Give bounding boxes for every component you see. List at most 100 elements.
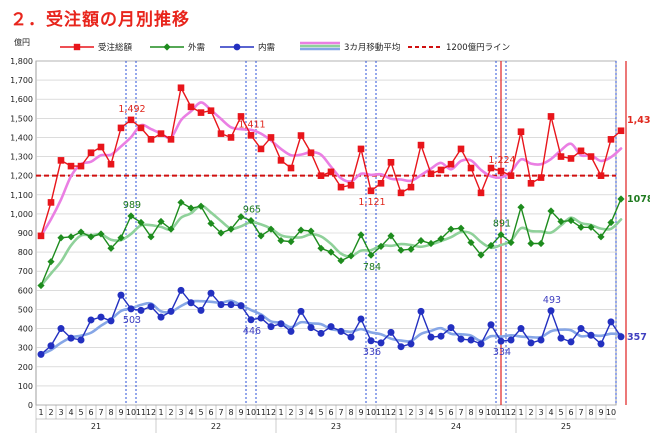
data-point-circle — [67, 334, 75, 342]
data-point-circle — [177, 286, 185, 294]
x-tick-label: 10 — [486, 408, 496, 417]
data-point-square — [537, 174, 545, 181]
data-point-square — [177, 84, 185, 92]
data-point-square — [87, 149, 95, 157]
data-point-circle — [97, 313, 105, 321]
data-point-diamond — [377, 242, 385, 250]
data-point-square — [347, 181, 355, 189]
data-point-circle — [297, 307, 305, 315]
data-point-circle — [407, 340, 415, 348]
x-tick-label: 12 — [386, 408, 396, 417]
x-tick-label: 2 — [408, 408, 413, 417]
data-point-square — [247, 132, 255, 139]
data-point-circle — [387, 328, 395, 336]
data-point-circle — [47, 342, 55, 350]
y-tick-label: 900 — [18, 229, 33, 238]
data-point-diamond — [117, 234, 125, 242]
chart-title: ２．受注額の月別推移 — [10, 10, 190, 30]
data-point-square — [327, 168, 335, 176]
data-label: 1078 — [627, 194, 650, 205]
x-tick-label: 9 — [118, 408, 123, 417]
data-label: 446 — [243, 326, 261, 337]
data-point-circle — [237, 302, 245, 310]
x-tick-label: 6 — [568, 408, 573, 417]
data-point-diamond — [327, 248, 335, 256]
data-point-diamond — [527, 239, 535, 248]
data-point-diamond — [497, 231, 505, 239]
data-point-diamond — [247, 216, 255, 225]
x-tick-label: 1 — [398, 408, 403, 417]
x-tick-label: 9 — [478, 408, 483, 417]
data-point-circle — [357, 315, 365, 323]
y-tick-label: 100 — [18, 382, 33, 391]
data-point-square — [277, 157, 285, 164]
data-point-circle — [347, 333, 355, 341]
legend-label: 内需 — [258, 42, 275, 53]
data-point-diamond — [357, 231, 365, 239]
data-point-square — [407, 183, 415, 191]
data-point-diamond — [597, 233, 605, 241]
x-year-label: 25 — [561, 422, 571, 431]
data-point-square — [97, 143, 105, 151]
x-tick-label: 5 — [198, 408, 203, 417]
y-tick-label: 1,100 — [10, 191, 33, 200]
data-point-circle — [427, 333, 435, 341]
x-tick-label: 10 — [126, 408, 136, 417]
data-point-diamond — [537, 239, 545, 248]
data-point-diamond — [347, 252, 355, 260]
data-point-diamond — [557, 217, 565, 226]
x-tick-label: 5 — [78, 408, 83, 417]
data-point-circle — [157, 313, 165, 321]
y-tick-label: 1,200 — [10, 172, 33, 181]
y-tick-label: 1,600 — [10, 95, 33, 104]
y-tick-label: 700 — [18, 267, 33, 276]
data-label: 1,411 — [238, 119, 265, 130]
data-point-diamond — [147, 233, 155, 241]
data-point-diamond — [177, 198, 185, 207]
x-tick-label: 5 — [318, 408, 323, 417]
data-point-circle — [247, 316, 255, 324]
data-point-diamond — [167, 225, 175, 233]
data-point-circle — [397, 343, 405, 351]
data-point-circle — [517, 325, 525, 333]
data-point-circle — [167, 307, 175, 315]
y-tick-label: 1,000 — [10, 210, 33, 219]
data-point-diamond — [267, 225, 275, 233]
legend-marker — [163, 43, 171, 51]
data-point-square — [57, 157, 65, 164]
data-point-circle — [527, 339, 535, 347]
x-tick-label: 7 — [338, 408, 343, 417]
data-label: 1,121 — [358, 197, 385, 208]
data-point-square — [307, 149, 315, 157]
x-tick-label: 7 — [218, 408, 223, 417]
data-point-circle — [147, 303, 155, 311]
data-point-diamond — [307, 227, 315, 235]
y-tick-label: 400 — [18, 325, 33, 334]
data-point-circle — [217, 301, 225, 309]
data-point-circle — [287, 327, 295, 335]
data-point-circle — [197, 306, 205, 314]
data-label: 336 — [363, 347, 381, 358]
data-point-circle — [377, 339, 385, 347]
data-point-square — [77, 162, 85, 170]
legend-label: 1200億円ライン — [446, 42, 510, 53]
data-point-diamond — [127, 212, 135, 220]
x-tick-label: 1 — [38, 408, 43, 417]
x-tick-label: 3 — [538, 408, 543, 417]
data-point-square — [477, 189, 485, 197]
data-point-circle — [557, 334, 565, 342]
data-point-square — [507, 172, 515, 179]
data-point-circle — [507, 336, 515, 344]
data-point-diamond — [457, 224, 465, 232]
data-point-diamond — [417, 237, 425, 245]
moving-average-line — [39, 204, 623, 287]
data-label: 1,492 — [118, 104, 145, 115]
data-point-diamond — [97, 230, 105, 238]
data-point-square — [367, 187, 375, 195]
data-point-circle — [117, 291, 125, 299]
data-label: 989 — [123, 200, 141, 211]
data-label: 1,224 — [488, 155, 515, 166]
x-year-label: 23 — [331, 422, 341, 431]
x-tick-label: 7 — [98, 408, 103, 417]
data-point-diamond — [57, 234, 65, 242]
